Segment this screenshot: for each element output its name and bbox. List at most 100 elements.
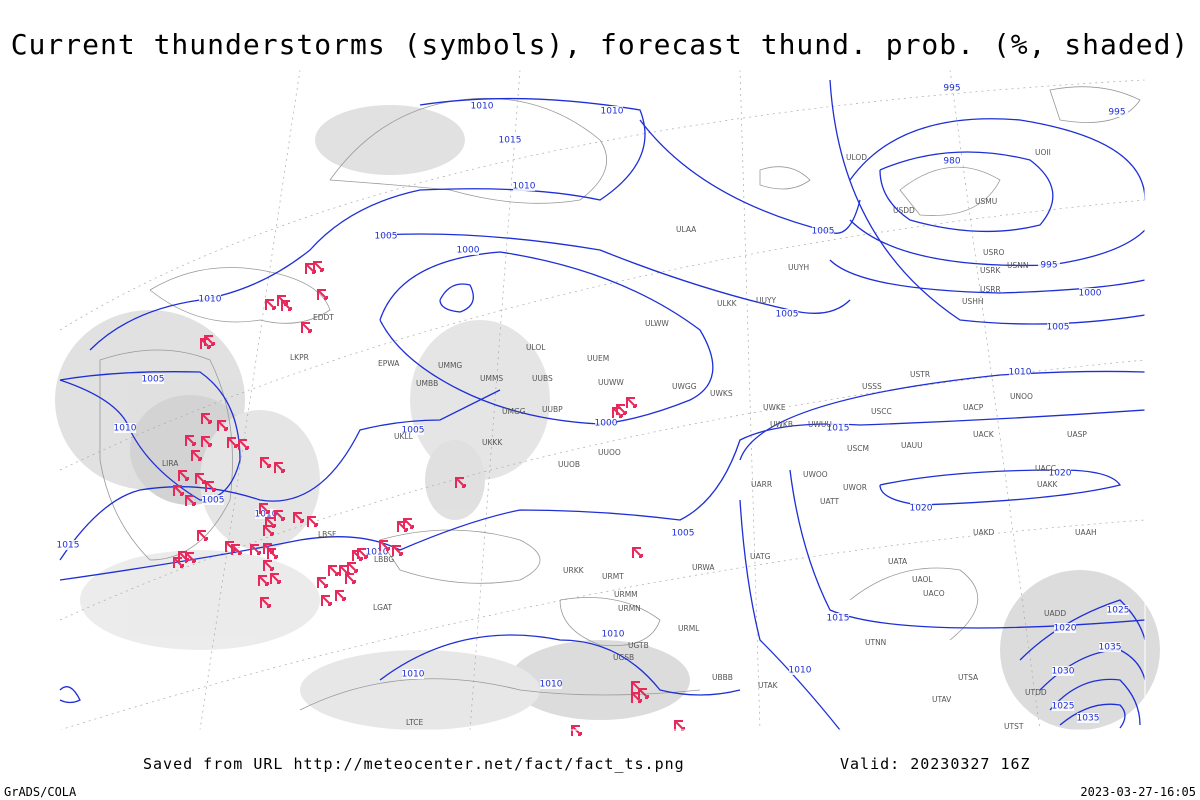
isobar-label: 1010 [602,630,625,640]
thunderstorm-symbol [339,565,350,576]
isobar-label: 1010 [513,182,536,192]
station-code: UWKE [763,403,786,412]
thunderstorm-symbol [274,462,285,473]
isobar-label-bg [1052,701,1074,711]
station-code: UACO [923,589,945,598]
station-code: URML [678,624,700,633]
isobar-label-bg [1052,666,1074,676]
isobar-label: 980 [943,157,960,167]
station-code: LBSF [318,530,336,539]
station-code: UACC [1035,464,1056,473]
thunderstorm-symbol [328,565,339,576]
isobar-label-bg [1047,322,1069,332]
thunderstorm-symbol [201,413,212,424]
station-code: UBBB [712,673,733,682]
isobar-label: 1005 [776,310,799,320]
isobar-label: 1005 [672,529,695,539]
station-code: UMMS [480,374,503,383]
station-code: LKPR [290,353,309,362]
station-code: URMM [614,590,638,599]
thunderstorm-symbol [201,436,212,447]
thunderstorm-symbol [185,495,196,506]
isobar-label: 1010 [601,107,624,117]
station-code: UACK [973,430,995,439]
isobar-label-bg [672,528,694,538]
isobar-label-bg [202,495,224,505]
station-code: UTDD [1025,688,1047,697]
coastlines [99,86,1141,711]
station-code: UASP [1067,430,1087,439]
isobar-label-bg [540,679,562,689]
isobar-label: 1010 [789,666,812,676]
station-code: UWGG [672,382,697,391]
thunderstorm-symbol [205,481,216,492]
isobar-label-bg [941,156,963,166]
isobar-label-bg [1038,260,1060,270]
thunderstorm-symbol [281,300,292,311]
thunderstorm-symbol [258,575,269,586]
map-border [53,69,1146,731]
thunderstorm-symbol [392,545,403,556]
station-code: UATG [750,552,771,561]
isobar-label: 1010 [540,680,563,690]
thunderstorm-symbol [265,517,276,528]
thunderstorm-symbol [307,516,318,527]
isobar-label-bg [114,423,136,433]
isobar-label-bg [941,83,963,93]
station-code: UMMG [438,361,462,370]
isobar-label: 1005 [142,375,165,385]
thunderstorm-symbol [347,562,358,573]
thunderstorm-symbol [305,263,316,274]
station-code: UAOL [912,575,933,584]
isobar-label-bg [402,425,424,435]
thunderstorm-symbol [260,597,271,608]
storm-symbols [173,261,685,736]
station-code: UAKD [973,528,995,537]
thunderstorm-symbol [259,503,270,514]
station-code: URWA [692,563,715,572]
valid-time: Valid: 20230327 16Z [840,755,1031,773]
title: Current thunderstorms (symbols), forecas… [11,28,1190,61]
isobar-label-bg [601,106,623,116]
isobar-label: 1010 [199,295,222,305]
isobar-label: 1010 [402,670,425,680]
isobar-label-bg [375,231,397,241]
isobar-label-bg [910,503,932,513]
station-code: UTAV [932,695,952,704]
station-code: UUOO [598,448,621,457]
station-code: UUYY [756,296,777,305]
isobar-label-bg [1077,713,1099,723]
isobar-label-bg [1107,605,1129,615]
station-code: UAKK [1037,480,1059,489]
isobar-label-bg [827,613,849,623]
thunderstorm-symbol [225,541,236,552]
isobar-label: 1035 [1077,714,1100,724]
station-code: ULOD [846,153,867,162]
station-code: URMN [618,604,641,613]
isobar-label-bg [457,245,479,255]
thunderstorm-symbol [335,590,346,601]
station-code: USDD [893,206,915,215]
thunderstorm-symbol [227,437,238,448]
thunderstorm-symbol [263,560,274,571]
software: GrADS/COLA [4,785,77,799]
station-code: UACP [963,403,984,412]
isobar-label: 1005 [812,227,835,237]
isobar-label-bg [1106,107,1128,117]
thunderstorm-symbol [195,473,206,484]
isobar-label: 1020 [1054,624,1077,634]
isobar-label-bg [199,294,221,304]
isobar-label: 1015 [499,136,522,146]
thunderstorm-symbol [455,477,466,488]
thunderstorm-symbol [178,470,189,481]
station-code: UKKK [482,438,503,447]
isobar-label: 1015 [827,424,850,434]
thunderstorm-symbol [345,573,356,584]
isobar-label: 1010 [471,102,494,112]
isobar-label-bg [366,547,388,557]
thunderstorm-symbol [321,595,332,606]
station-code: UATT [820,497,839,506]
station-code: UTST [1004,722,1024,731]
thunderstorm-symbol [260,457,271,468]
station-code: UWOR [843,483,867,492]
